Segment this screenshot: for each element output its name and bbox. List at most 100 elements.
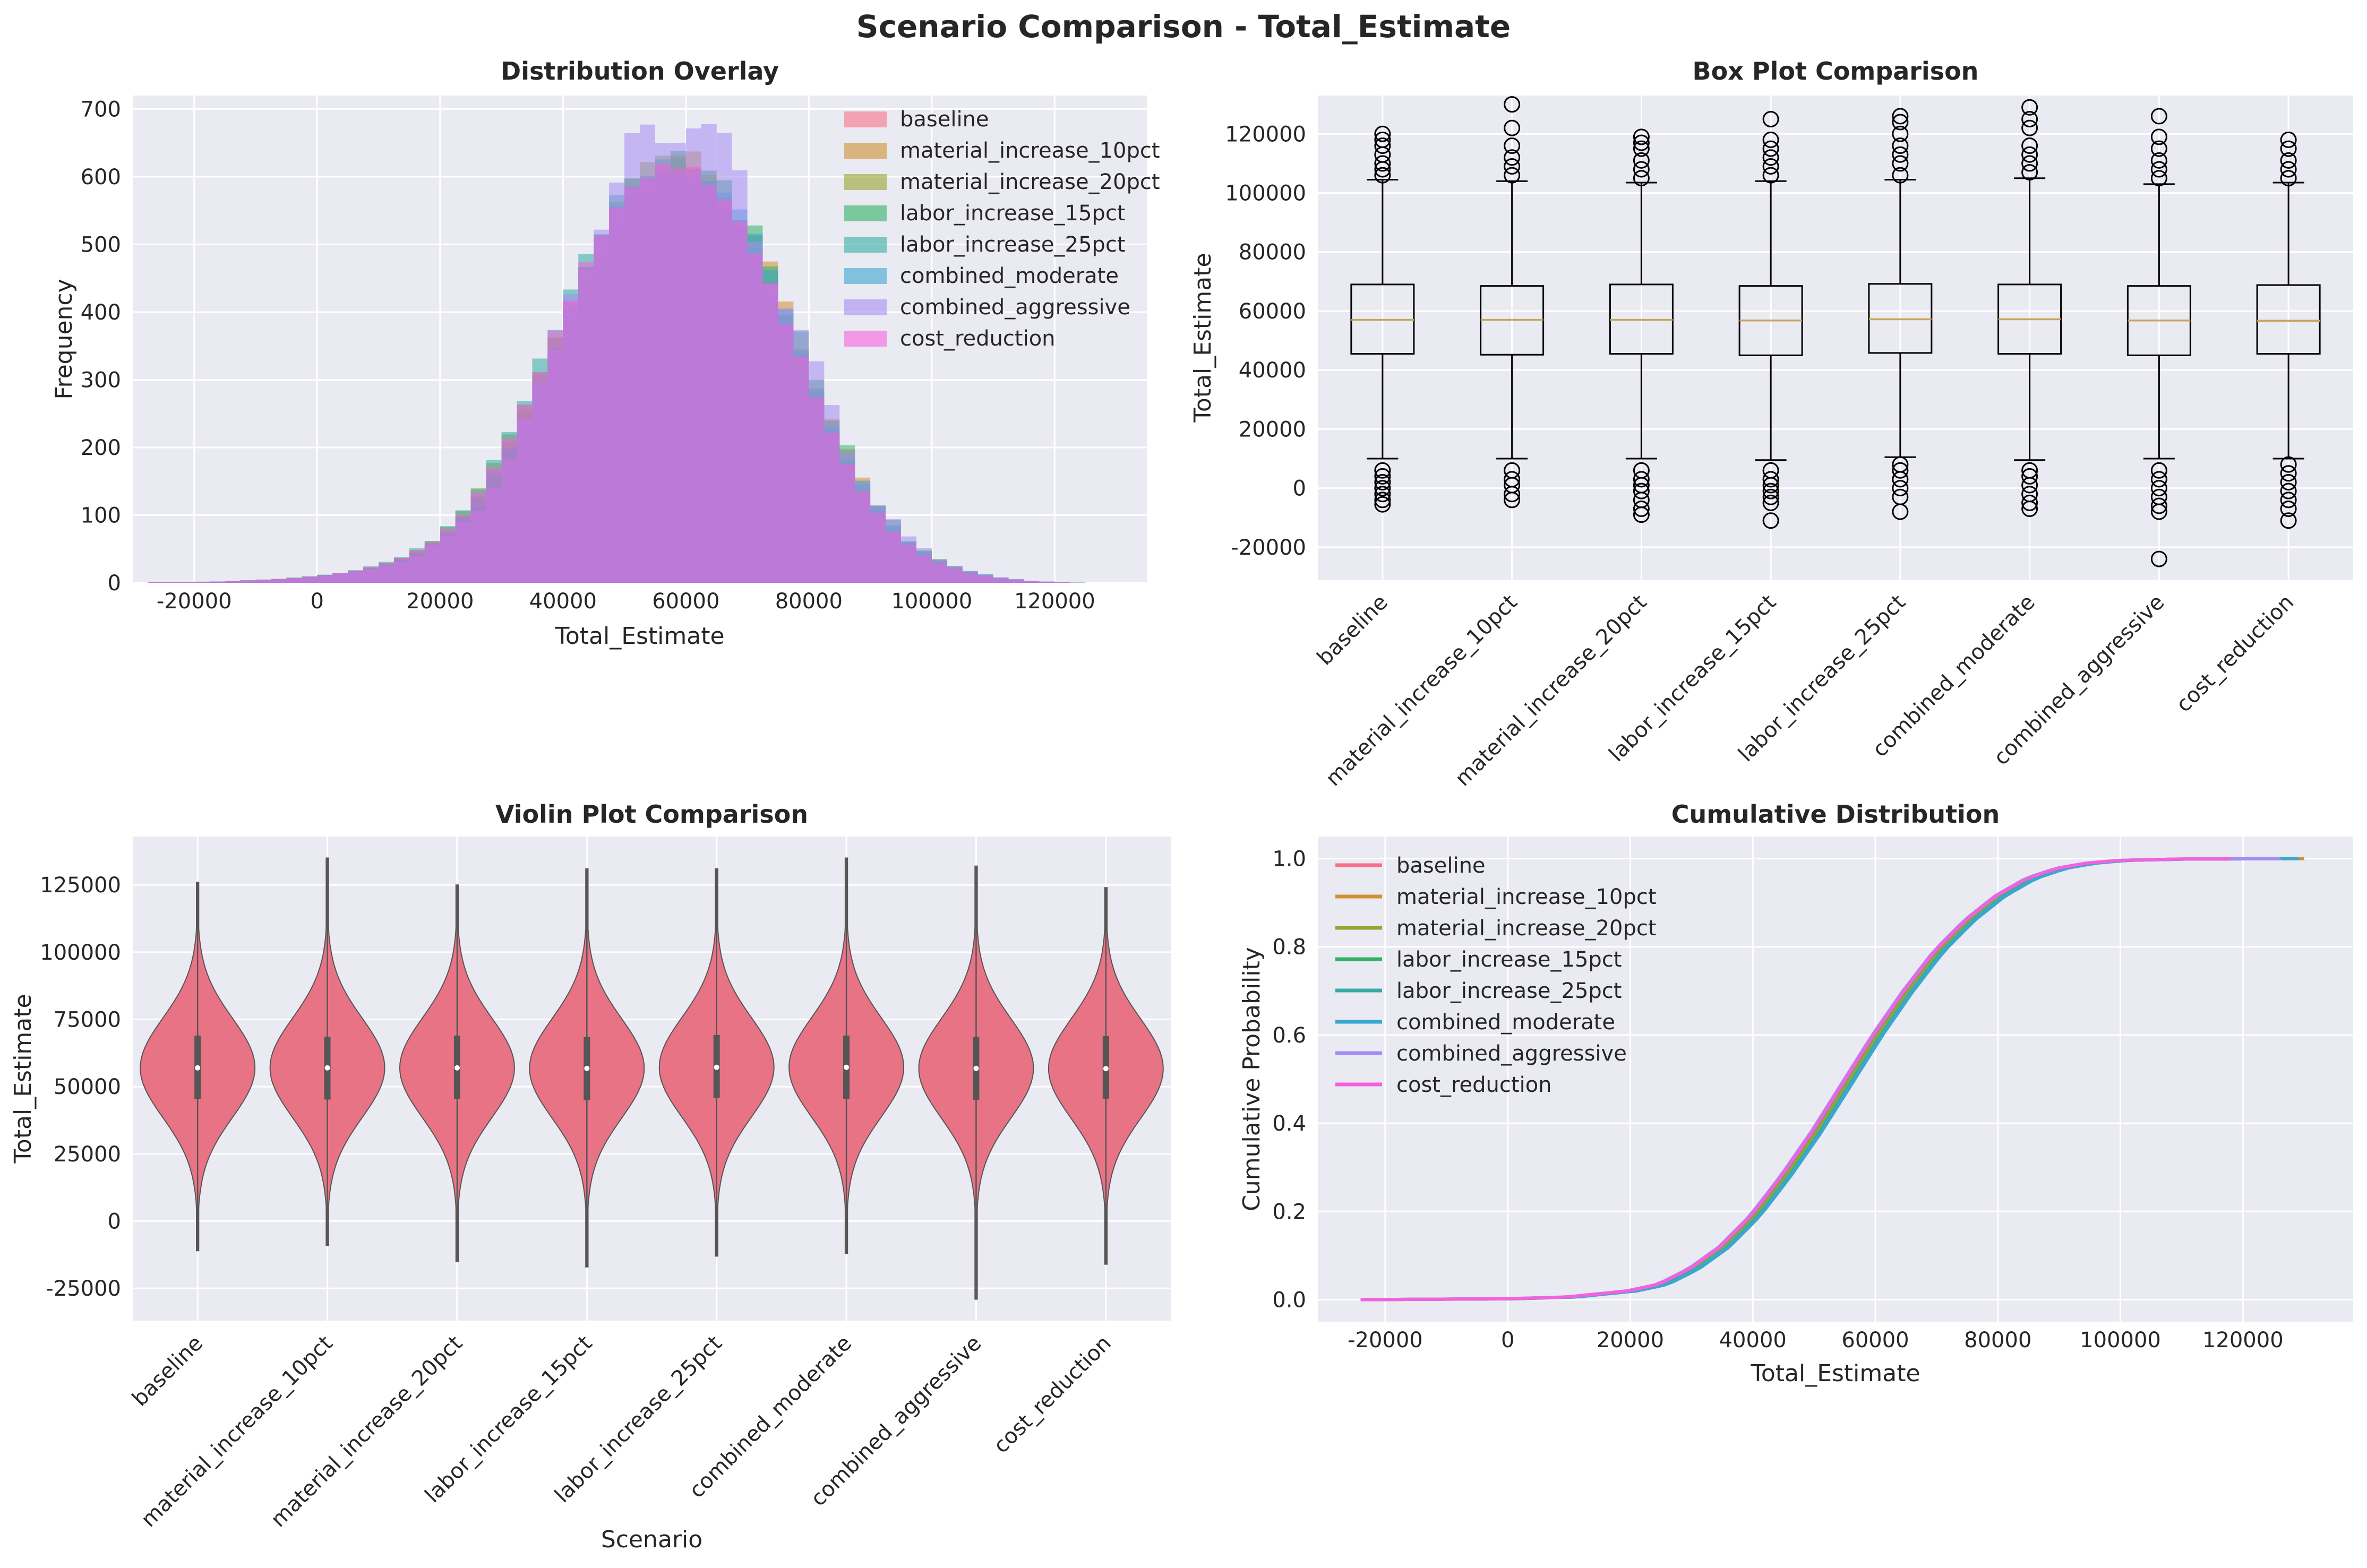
box-flier xyxy=(1374,137,1391,154)
violin-median-dot xyxy=(973,1065,979,1071)
x-tick-label: -20000 xyxy=(157,589,232,614)
box-material_increase_20pct xyxy=(1609,128,1674,523)
box-flier xyxy=(2280,161,2297,178)
hist-bar xyxy=(348,571,364,583)
box-flier xyxy=(1762,131,1779,148)
hist-bar xyxy=(701,184,717,583)
x-tick-label: 80000 xyxy=(1964,1328,2031,1352)
hist-bar xyxy=(870,512,886,583)
hist-bar xyxy=(379,563,394,583)
violin-median-dot xyxy=(1103,1066,1109,1072)
hist-bar xyxy=(209,581,225,583)
y-tick-label: 50000 xyxy=(54,1075,121,1099)
box-flier xyxy=(2150,108,2167,125)
violin-median-dot xyxy=(584,1065,590,1071)
legend-label: cost_reduction xyxy=(900,326,1056,351)
box-flier xyxy=(1504,471,1521,488)
box-flier xyxy=(1762,483,1779,499)
box-flier xyxy=(2280,131,2297,148)
x-tick-label: 20000 xyxy=(406,589,474,614)
y-tick-label: 0.6 xyxy=(1272,1023,1306,1048)
box-flier xyxy=(1762,471,1779,488)
legend-label: combined_moderate xyxy=(1396,1010,1615,1035)
x-tick-label: 100000 xyxy=(891,589,972,614)
hist-bar xyxy=(778,324,794,583)
cdf-panel: -20000 0 20000 40000 60000 80000 100000 120000 0… xyxy=(1238,800,2353,1387)
legend-swatch xyxy=(844,237,887,253)
box-flier xyxy=(2150,550,2167,567)
violin-median-dot xyxy=(714,1064,719,1070)
hist-bar xyxy=(271,579,287,583)
hist-bar xyxy=(163,582,179,583)
y-tick-label: 0 xyxy=(108,1210,121,1234)
hist-bar xyxy=(563,300,579,583)
box-flier xyxy=(1762,110,1779,127)
hist-bar xyxy=(886,532,901,583)
box-flier xyxy=(2150,161,2167,178)
y-tick-label: 200 xyxy=(81,436,121,460)
y-tick-label: 0.8 xyxy=(1272,935,1306,960)
x-tick-label: cost_reduction xyxy=(2172,590,2299,717)
box-flier xyxy=(2150,471,2167,488)
hist-bar xyxy=(977,576,993,583)
boxplot-panel: -20000 0 20000 40000 60000 80000 100000 120000 B… xyxy=(1189,57,2353,791)
legend-swatch xyxy=(844,268,887,284)
hist-bar xyxy=(993,578,1009,583)
box-flier xyxy=(2150,462,2167,479)
box-flier xyxy=(1633,462,1650,479)
box-flier xyxy=(1374,125,1391,142)
hist-bar xyxy=(440,529,456,583)
hist-bar xyxy=(640,178,655,583)
panel-title: Violin Plot Comparison xyxy=(495,800,808,829)
box-flier xyxy=(1762,158,1779,175)
hist-bar xyxy=(762,283,778,583)
hist-bar xyxy=(732,221,748,583)
box-flier xyxy=(2280,152,2297,169)
x-axis-label: Total_Estimate xyxy=(1750,1360,1920,1387)
box-body xyxy=(2256,284,2321,355)
violin-median-dot xyxy=(324,1065,330,1071)
hist-bar xyxy=(393,557,409,583)
violin-material_increase_20pct xyxy=(399,884,515,1262)
legend-swatch xyxy=(844,174,887,190)
x-tick-label: 0 xyxy=(311,589,324,614)
box-flier xyxy=(2021,494,2038,511)
hist-bar xyxy=(685,167,701,583)
y-tick-label: 0 xyxy=(108,571,121,596)
hist-bar xyxy=(240,580,256,583)
cdf-line-cost_reduction xyxy=(1360,857,2231,1302)
y-axis-label: Frequency xyxy=(50,279,78,399)
hist-bar xyxy=(148,582,164,583)
box-material_increase_10pct xyxy=(1480,96,1545,509)
x-tick-label: -20000 xyxy=(1348,1328,1423,1352)
box-flier xyxy=(1504,119,1521,136)
hist-bar xyxy=(655,163,671,583)
y-tick-label: 0.2 xyxy=(1272,1200,1306,1224)
y-tick-label: 100000 xyxy=(40,941,121,965)
box-flier xyxy=(1633,134,1650,151)
hist-bar xyxy=(1024,581,1040,583)
box-flier xyxy=(2150,488,2167,505)
x-tick-label: 100000 xyxy=(2080,1328,2161,1352)
box-flier xyxy=(1374,486,1391,503)
y-tick-label: -25000 xyxy=(46,1277,121,1301)
violin-cost_reduction xyxy=(1048,887,1164,1265)
y-tick-label: 40000 xyxy=(1239,358,1306,383)
box-flier xyxy=(2021,164,2038,181)
box-flier xyxy=(1504,96,1521,113)
hist-bar xyxy=(916,555,932,583)
x-tick-label: 40000 xyxy=(529,589,597,614)
box-flier xyxy=(2280,473,2297,490)
y-tick-label: 120000 xyxy=(1225,122,1306,147)
box-flier xyxy=(1762,512,1779,529)
legend-label: material_increase_20pct xyxy=(1396,916,1657,941)
box-cost_reduction xyxy=(2256,131,2321,529)
x-tick-label: 40000 xyxy=(1719,1328,1787,1352)
violin-panel: -25000 0 25000 50000 75000 100000 125000 Violin… xyxy=(10,800,1171,1553)
legend-label: combined_aggressive xyxy=(900,295,1130,320)
box-labor_increase_25pct xyxy=(1868,108,1933,520)
hist-bar xyxy=(1054,582,1070,583)
y-axis-label: Cumulative Probability xyxy=(1238,947,1265,1211)
box-flier xyxy=(2280,492,2297,509)
